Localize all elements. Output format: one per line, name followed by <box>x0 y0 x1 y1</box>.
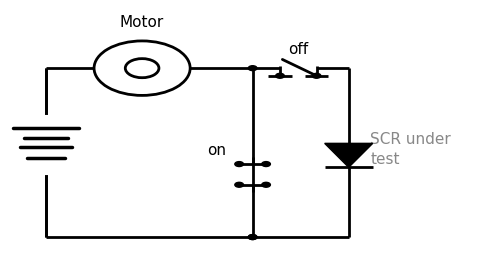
Polygon shape <box>325 143 373 167</box>
Circle shape <box>235 182 243 187</box>
Circle shape <box>235 162 243 167</box>
Circle shape <box>276 73 284 78</box>
Circle shape <box>248 66 257 71</box>
Circle shape <box>262 162 270 167</box>
Text: Motor: Motor <box>120 15 164 30</box>
Text: SCR under
test: SCR under test <box>370 133 451 167</box>
Circle shape <box>248 235 257 240</box>
Circle shape <box>248 235 257 240</box>
Text: off: off <box>288 42 308 57</box>
Text: on: on <box>207 143 226 158</box>
Circle shape <box>312 73 321 78</box>
Circle shape <box>262 182 270 187</box>
